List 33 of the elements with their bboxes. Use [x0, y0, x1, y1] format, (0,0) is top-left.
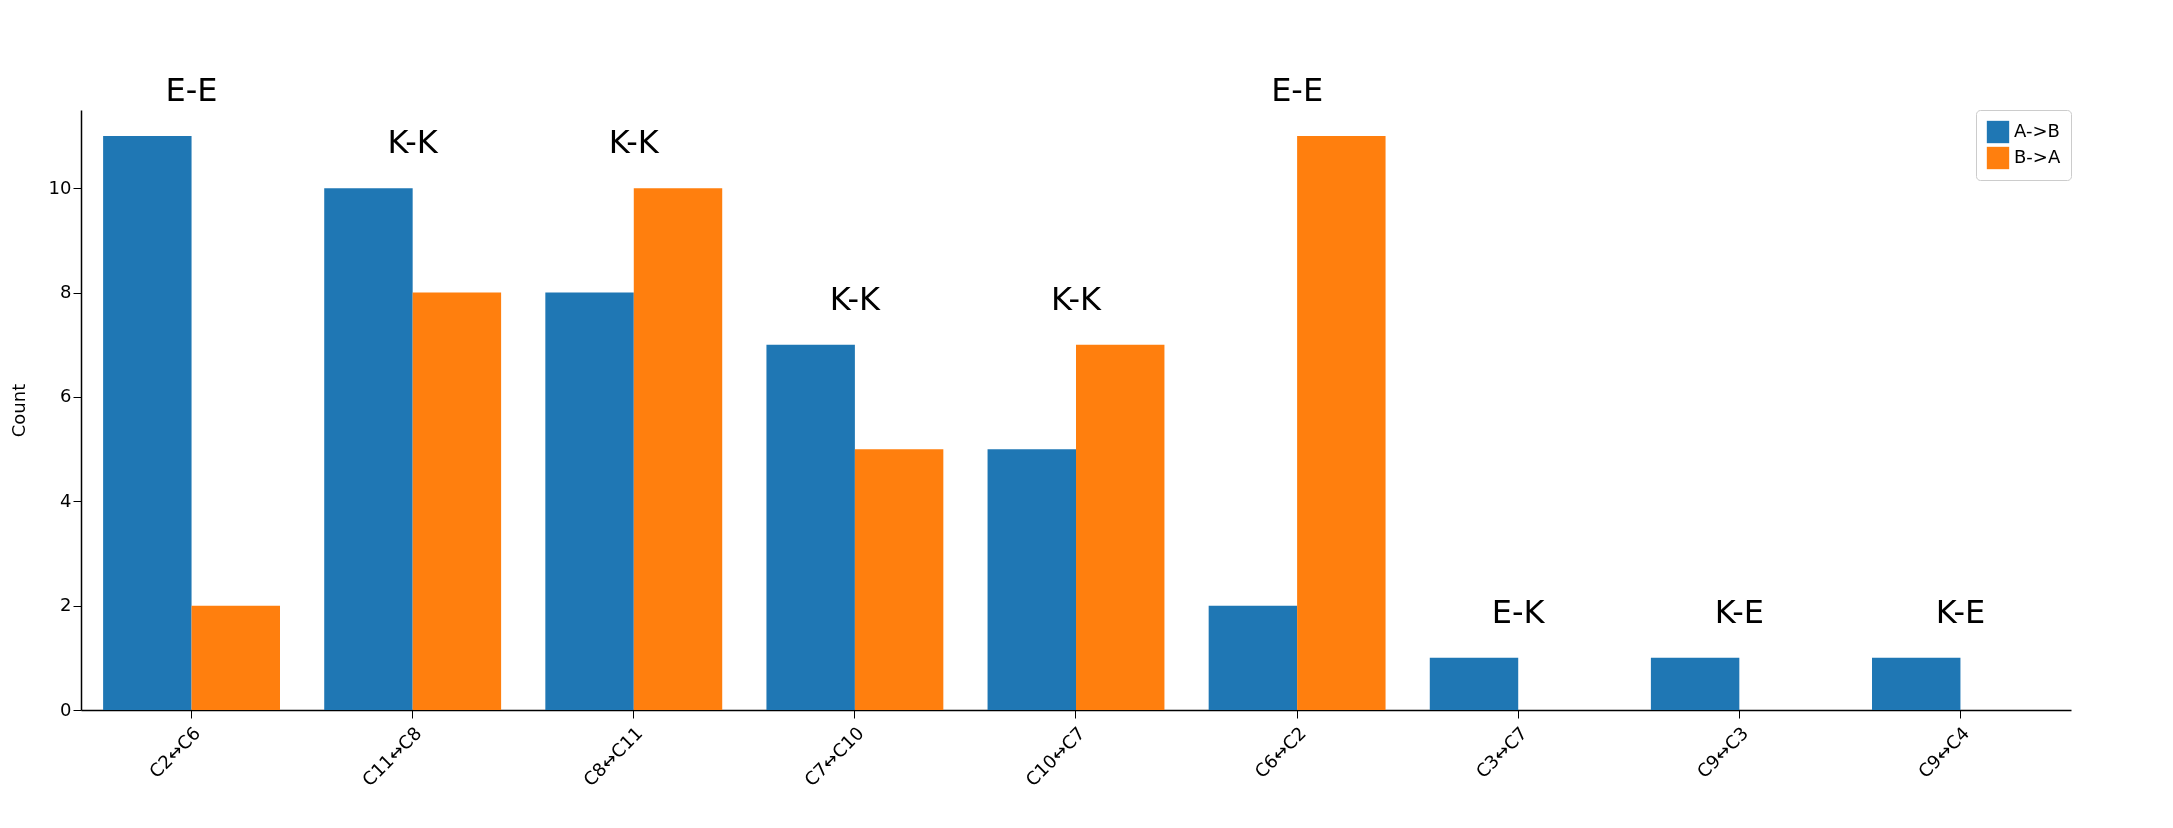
bar [545, 292, 634, 710]
annotation: K-K [608, 123, 660, 162]
legend-label: A->B [2014, 120, 2060, 141]
annotation: K-E [1935, 592, 1986, 631]
bar [987, 449, 1076, 710]
text: E-E [1271, 71, 1324, 110]
bar [1076, 344, 1165, 710]
legend-label: B->A [2014, 146, 2061, 167]
annotation: K-K [387, 123, 439, 162]
bar [412, 292, 502, 710]
annotation: K-K [829, 279, 881, 318]
bar [854, 449, 944, 710]
text: E-E [165, 71, 218, 110]
bar [1208, 605, 1298, 710]
bar [191, 605, 280, 710]
annotation: K-K [1050, 279, 1103, 318]
annotation: K-E [1714, 592, 1765, 631]
y-tick-label: 4 [60, 489, 72, 511]
bar [766, 344, 855, 710]
y-tick-label: 2 [60, 594, 72, 616]
bar [103, 136, 192, 710]
bar [1429, 657, 1519, 710]
y-tick-label: 8 [60, 281, 72, 303]
y-tick-label: 10 [48, 176, 72, 198]
y-tick-label: 0 [60, 698, 72, 720]
annotation: E-K [1491, 592, 1546, 631]
bar [1650, 657, 1740, 710]
bar [1872, 657, 1961, 710]
y-axis-title: Count [7, 383, 29, 438]
bar [324, 188, 413, 710]
bar [1297, 136, 1386, 710]
bar [633, 188, 723, 710]
y-tick-label: 6 [60, 385, 72, 407]
